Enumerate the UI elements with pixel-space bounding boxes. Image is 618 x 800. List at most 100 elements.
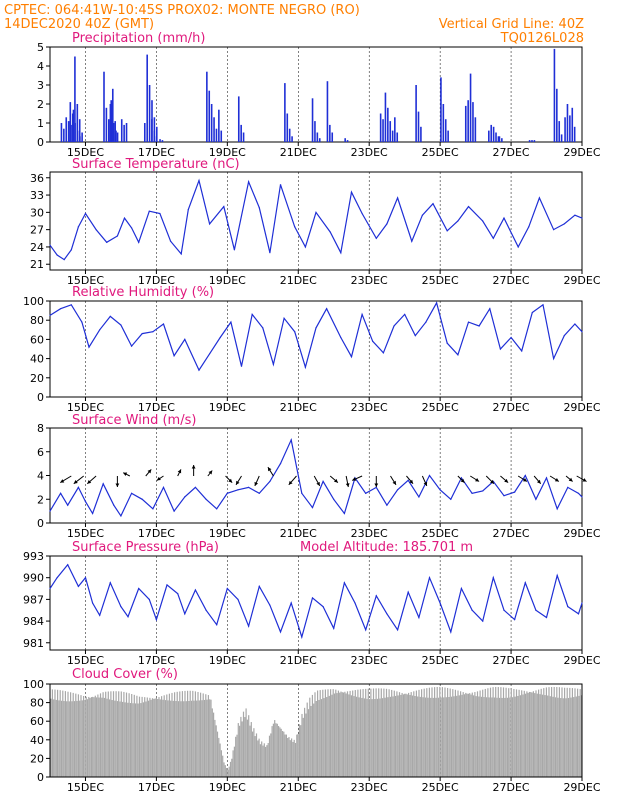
cloud-bar <box>340 691 342 777</box>
cloud-bar <box>223 762 225 777</box>
cloud-bar <box>271 726 273 777</box>
data-point <box>450 631 452 633</box>
cloud-bar <box>378 688 380 777</box>
data-point <box>194 589 197 591</box>
series-line <box>49 178 583 261</box>
data-point <box>162 323 165 325</box>
cloud-bar <box>344 691 346 777</box>
data-point <box>216 508 218 510</box>
x-tick-label: 23DEC <box>351 401 388 414</box>
data-point <box>91 602 94 604</box>
cloud-bar <box>362 689 364 777</box>
data-point <box>138 587 140 590</box>
data-point <box>99 614 101 616</box>
data-point <box>517 246 519 248</box>
precip-bar <box>143 123 146 142</box>
precip-bar <box>387 107 389 142</box>
cloud-bar <box>431 687 433 777</box>
cloud-bar <box>226 767 228 777</box>
cloud-bar <box>144 697 146 777</box>
cloud-bar <box>112 691 115 777</box>
cloud-bar <box>569 687 571 777</box>
precip-bar <box>344 138 346 142</box>
wind-arrow-head <box>228 478 233 483</box>
cloud-bar <box>357 689 359 777</box>
cloud-bar <box>501 697 503 777</box>
cloud-bar <box>193 700 195 777</box>
cloud-bar <box>105 691 107 777</box>
wind-arrow-head <box>208 470 213 475</box>
cloud-bar <box>396 691 398 777</box>
cloud-bar <box>406 694 408 777</box>
cloud-bar <box>496 697 498 777</box>
cloud-bar <box>335 689 337 777</box>
cloud-bar <box>63 701 65 777</box>
cloud-bar <box>292 741 294 777</box>
wind-arrow-head <box>254 481 259 486</box>
cloud-bar <box>210 699 212 777</box>
data-point <box>279 463 282 465</box>
data-point <box>393 325 395 327</box>
cloud-bar <box>380 688 382 777</box>
cloud-bar <box>133 694 135 777</box>
precip-bar <box>488 130 490 142</box>
precip-bar <box>208 90 211 142</box>
cloud-bar <box>317 690 319 777</box>
cloud-bar <box>138 696 141 777</box>
data-point <box>514 491 516 493</box>
precip-bar <box>497 136 500 142</box>
series-line <box>49 563 583 640</box>
wind-arrow-head <box>177 469 182 474</box>
y-tick-label: 20 <box>30 752 44 765</box>
cloud-bar <box>330 689 332 777</box>
cloud-bar <box>458 695 460 777</box>
cloud-bar <box>388 689 390 777</box>
cloud-bar <box>461 694 463 777</box>
cloud-bar <box>184 690 186 777</box>
cloud-bar <box>278 726 280 777</box>
data-point <box>563 223 565 225</box>
data-point <box>120 324 122 326</box>
cloud-bar <box>127 702 129 777</box>
cloud-bar <box>577 688 579 777</box>
data-point <box>432 203 434 205</box>
data-point <box>581 217 583 219</box>
cloud-bar <box>118 691 120 777</box>
wind-arrow-head <box>345 483 350 487</box>
cloud-bar <box>241 721 243 777</box>
cloud-bar <box>175 701 177 777</box>
cloud-bar <box>272 723 274 777</box>
y-tick-label: 60 <box>30 333 44 346</box>
cloud-bar <box>551 687 553 777</box>
cloud-bar <box>249 725 251 777</box>
cloud-bar <box>284 734 286 777</box>
cloud-bar <box>384 697 386 777</box>
x-tick-label: 29DEC <box>563 781 600 794</box>
cloud-bar <box>506 697 508 777</box>
precip-bar <box>415 85 417 142</box>
cloud-bar <box>502 687 505 777</box>
cloud-bar <box>306 702 308 777</box>
precip-bar <box>153 117 156 142</box>
y-tick-label: 981 <box>23 637 44 650</box>
data-point <box>237 598 239 600</box>
cloud-bar <box>504 697 506 777</box>
cloud-bar <box>353 696 355 777</box>
data-point <box>577 492 580 494</box>
data-point <box>230 321 232 323</box>
cloud-bar <box>538 689 540 777</box>
cloud-bar <box>215 725 217 777</box>
cloud-bar <box>233 746 235 777</box>
precip-bar <box>314 121 316 142</box>
data-point <box>404 313 406 316</box>
cloud-bar <box>441 687 443 777</box>
data-point <box>396 197 399 199</box>
data-point <box>478 325 480 327</box>
data-point <box>184 338 186 340</box>
cloud-bar <box>54 689 56 777</box>
precip-bar <box>151 119 153 142</box>
data-point <box>311 597 314 599</box>
cloud-bar <box>129 703 131 777</box>
data-point <box>70 249 72 251</box>
cloud-bar <box>320 699 323 777</box>
